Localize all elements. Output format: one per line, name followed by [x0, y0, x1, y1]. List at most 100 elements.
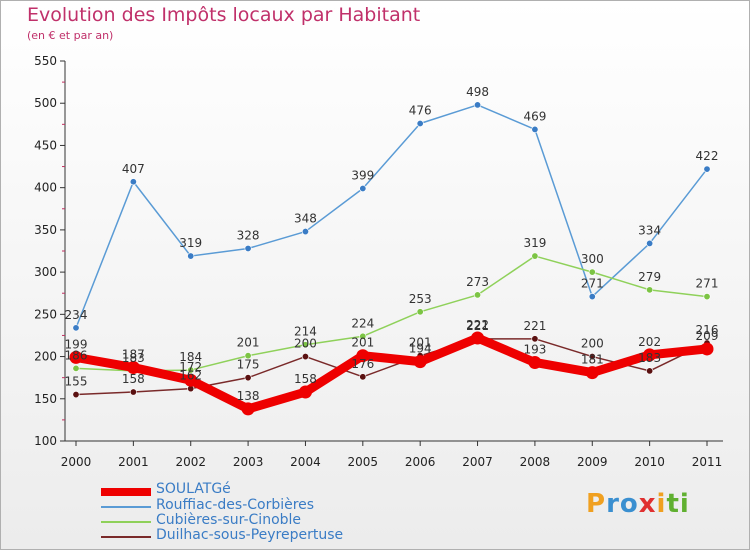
data-point	[416, 308, 424, 316]
data-label: 199	[65, 337, 88, 351]
data-label: 253	[409, 292, 432, 306]
data-label: 273	[466, 275, 489, 289]
data-label: 498	[466, 85, 489, 99]
data-label: 319	[523, 236, 546, 250]
y-tick-label: 200	[34, 350, 57, 364]
x-tick-label: 2000	[61, 455, 92, 469]
data-label: 184	[179, 350, 202, 364]
data-point	[413, 355, 427, 369]
data-label: 334	[638, 223, 661, 237]
data-point	[531, 335, 539, 343]
data-label: 476	[409, 103, 432, 117]
data-point	[241, 402, 255, 416]
data-point	[301, 341, 309, 349]
data-label: 176	[351, 357, 374, 371]
legend-label: SOULATGé	[156, 481, 231, 497]
data-label: 183	[638, 351, 661, 365]
x-tick-label: 2003	[233, 455, 264, 469]
data-point	[126, 361, 140, 375]
data-label: 469	[523, 109, 546, 123]
data-label: 224	[351, 316, 374, 330]
data-point	[129, 388, 137, 396]
data-point	[471, 331, 485, 345]
series-layer	[69, 101, 714, 416]
data-label: 202	[638, 335, 661, 349]
data-label: 221	[466, 319, 489, 333]
data-point	[359, 373, 367, 381]
data-label: 162	[179, 369, 202, 383]
data-label: 201	[351, 336, 374, 350]
data-point	[187, 366, 195, 374]
series-line	[75, 338, 708, 396]
data-point	[588, 353, 596, 361]
legend-label: Rouffiac-des-Corbières	[156, 497, 315, 513]
data-label: 172	[179, 360, 202, 374]
data-point	[72, 364, 80, 372]
data-point	[359, 332, 367, 340]
data-label: 181	[581, 353, 604, 367]
legend-swatch	[101, 521, 151, 523]
data-label: 407	[122, 162, 145, 176]
data-point	[298, 385, 312, 399]
chart-title: Evolution des Impôts locaux par Habitant	[27, 4, 421, 26]
data-point	[528, 355, 542, 369]
x-tick-label: 2001	[118, 455, 149, 469]
data-point	[184, 373, 198, 387]
data-point	[244, 352, 252, 360]
y-tick-label: 400	[34, 181, 57, 195]
data-point	[474, 291, 482, 299]
proxiti-logo: Proxiti	[586, 489, 690, 519]
data-point	[531, 252, 539, 260]
data-label: 216	[696, 323, 719, 337]
data-point	[703, 165, 711, 173]
data-label: 138	[237, 389, 260, 403]
data-label: 187	[122, 348, 145, 362]
legend-swatch	[101, 536, 151, 538]
data-point	[646, 367, 654, 375]
x-tick-label: 2004	[290, 455, 321, 469]
data-label: 158	[122, 372, 145, 386]
y-tick-label: 300	[34, 265, 57, 279]
data-point	[244, 374, 252, 382]
series-line	[71, 333, 712, 414]
series-line	[75, 255, 708, 372]
data-point	[301, 353, 309, 361]
y-tick-label: 550	[34, 54, 57, 68]
data-label: 319	[179, 236, 202, 250]
data-point	[359, 185, 367, 193]
data-point	[646, 239, 654, 247]
y-tick-label: 350	[34, 223, 57, 237]
x-tick-label: 2007	[462, 455, 493, 469]
data-label: 271	[581, 277, 604, 291]
data-point	[474, 101, 482, 109]
x-tick-label: 2009	[577, 455, 608, 469]
data-label: 222	[466, 318, 489, 332]
data-point	[187, 252, 195, 260]
data-point	[416, 119, 424, 127]
data-point	[700, 342, 714, 356]
x-tick-label: 2008	[520, 455, 551, 469]
legend-swatch	[101, 506, 151, 508]
data-point	[643, 348, 657, 362]
legend-label: Duilhac-sous-Peyrepertuse	[156, 527, 344, 543]
data-point	[646, 286, 654, 294]
x-tick-label: 2011	[692, 455, 723, 469]
data-label: 201	[409, 336, 432, 350]
legend-swatch	[101, 488, 151, 496]
data-point	[129, 178, 137, 186]
series-line	[75, 104, 708, 329]
data-point	[588, 293, 596, 301]
data-label: 186	[65, 348, 88, 362]
x-tick-label: 2002	[175, 455, 206, 469]
data-label: 234	[65, 308, 88, 322]
data-label: 175	[237, 358, 260, 372]
data-label: 300	[581, 252, 604, 266]
data-label: 328	[237, 228, 260, 242]
x-tick-label: 2005	[348, 455, 379, 469]
data-point	[69, 350, 83, 364]
data-point	[72, 391, 80, 399]
data-point	[531, 125, 539, 133]
